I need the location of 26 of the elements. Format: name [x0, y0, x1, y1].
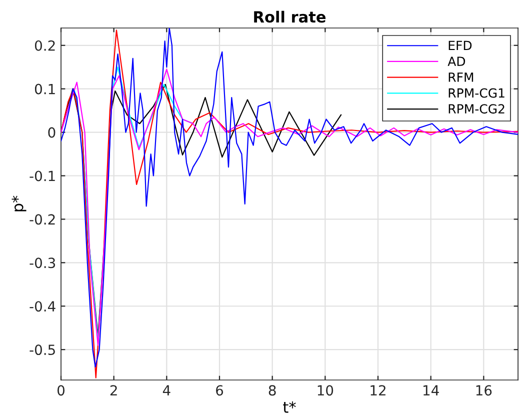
y-tick-label: 0.1 — [34, 84, 55, 94]
legend-label: EFD — [448, 40, 472, 50]
x-tick-label: 12 — [370, 385, 386, 396]
y-tick-label: -0.1 — [30, 170, 55, 182]
chart-title: Roll rate — [254, 10, 326, 23]
x-tick-label: 4 — [162, 385, 170, 396]
x-tick-label: 10 — [318, 385, 334, 396]
y-tick-label: -0.5 — [30, 344, 55, 356]
y-tick-label: 0 — [48, 127, 56, 138]
x-axis-title: t* — [283, 401, 296, 413]
legend-label: RPM-CG2 — [448, 104, 504, 114]
x-tick-label: 14 — [424, 385, 439, 396]
legend-label: AD — [448, 56, 466, 66]
y-tick-label: -0.2 — [30, 214, 55, 225]
x-tick-label: 6 — [216, 385, 224, 396]
legend-label: RFM — [448, 72, 474, 82]
y-tick-label: 0.2 — [34, 40, 55, 51]
line-series — [61, 68, 518, 346]
x-tick-label: 2 — [110, 385, 117, 396]
x-tick-label: 16 — [476, 385, 492, 396]
legend-label: RPM-CG1 — [448, 88, 504, 98]
y-tick-label: -0.3 — [30, 258, 56, 268]
x-tick-label: 8 — [268, 385, 276, 396]
x-tick-label: 0 — [57, 385, 64, 396]
y-tick-label: -0.4 — [30, 301, 56, 312]
y-axis-title: p* — [12, 196, 26, 212]
